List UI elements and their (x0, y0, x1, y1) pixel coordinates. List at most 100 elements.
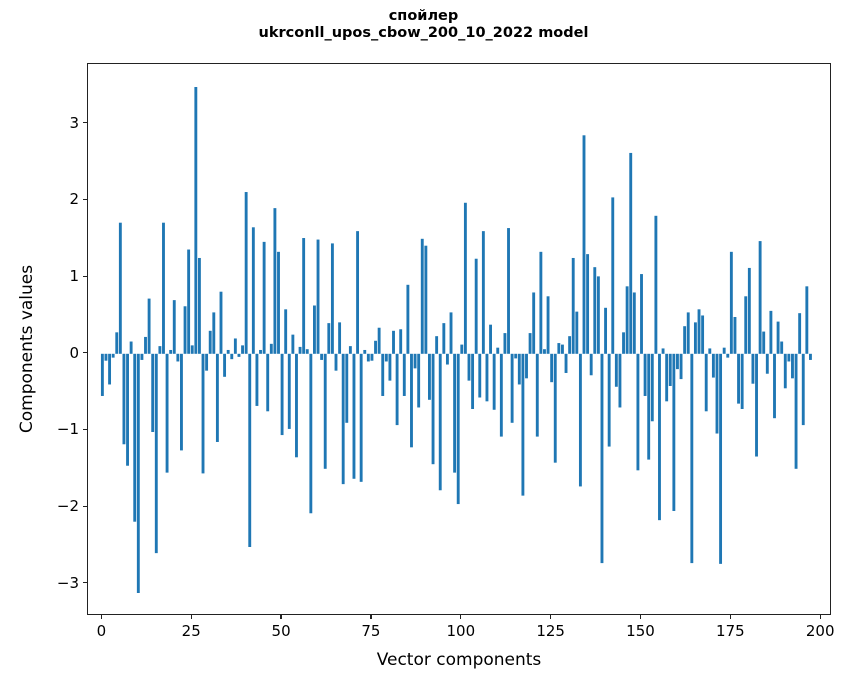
bar (348, 346, 352, 354)
bar (395, 353, 399, 426)
bar (201, 353, 205, 474)
bar (284, 309, 288, 354)
bar (273, 208, 277, 354)
bar (471, 353, 475, 409)
plot-axes (87, 63, 831, 615)
bar (140, 353, 144, 360)
bar (618, 353, 622, 408)
bar (424, 245, 428, 354)
bar (769, 310, 773, 354)
bar (399, 329, 403, 354)
bar (388, 353, 392, 381)
bar (481, 231, 485, 354)
bar (111, 353, 115, 358)
bar (643, 353, 647, 396)
bar (474, 258, 478, 354)
bar (622, 332, 625, 354)
bar (514, 353, 518, 359)
bar (190, 345, 194, 354)
bar (614, 353, 618, 387)
bar (550, 353, 554, 383)
bar (356, 231, 360, 354)
bar (632, 292, 636, 354)
bar (546, 296, 550, 354)
bar (787, 353, 791, 362)
bar (237, 353, 241, 357)
bar (690, 353, 694, 564)
bar (676, 353, 679, 370)
bar (280, 353, 284, 436)
bar (733, 317, 737, 354)
bar (751, 353, 755, 384)
bar (295, 353, 298, 458)
bar (309, 353, 313, 514)
bar (402, 353, 406, 396)
bar (683, 326, 687, 354)
bar (320, 353, 324, 360)
y-tick-label: 3 (69, 113, 79, 132)
x-tick-label: 125 (536, 622, 565, 640)
bar-series (100, 87, 812, 593)
bar (729, 251, 733, 354)
bar (640, 274, 643, 354)
bar (561, 344, 564, 354)
bar (291, 334, 295, 354)
bar (528, 333, 532, 354)
bar (773, 353, 776, 419)
bar (384, 353, 388, 362)
x-tick-mark (550, 615, 552, 619)
bar (435, 336, 439, 354)
bar (255, 353, 259, 406)
bar (539, 251, 543, 354)
bar (277, 251, 280, 354)
x-tick-label: 175 (716, 622, 745, 640)
bar (262, 241, 266, 354)
bar (115, 332, 119, 354)
bar (596, 276, 600, 354)
bar (266, 353, 270, 412)
bar (363, 349, 367, 354)
bar (636, 353, 640, 471)
y-tick-label: −1 (56, 420, 79, 439)
bar (625, 286, 629, 354)
bar (564, 353, 568, 373)
bar (697, 309, 701, 354)
bar (377, 327, 381, 354)
bar (578, 353, 582, 487)
x-tick-mark (280, 615, 282, 619)
bar (503, 333, 507, 354)
chart-subtitle: ukrconll_upos_cbow_200_10_2022 model (258, 25, 589, 42)
bar (809, 353, 812, 360)
bar (104, 353, 108, 361)
bar (453, 353, 457, 473)
bar (259, 349, 262, 354)
bar (334, 353, 338, 371)
bar (133, 353, 137, 522)
bar (589, 353, 593, 376)
bar (341, 353, 345, 485)
bar (722, 347, 726, 354)
bar (780, 341, 784, 354)
bar (568, 336, 572, 354)
bar (438, 353, 442, 491)
bar (323, 353, 327, 469)
x-tick-mark (639, 615, 642, 619)
bar (269, 343, 273, 354)
bar (611, 197, 615, 354)
bar (212, 312, 216, 354)
bar (352, 353, 356, 479)
bar (686, 312, 690, 354)
bar (126, 353, 129, 466)
bar (251, 227, 255, 354)
bar (607, 353, 611, 447)
bar (118, 222, 122, 354)
bar (765, 353, 769, 374)
bar (366, 353, 370, 362)
bar (647, 353, 651, 460)
bar (726, 353, 730, 358)
bar (215, 353, 219, 442)
bar (747, 267, 751, 354)
bar (208, 330, 212, 354)
bar (345, 353, 349, 423)
bar (316, 239, 320, 354)
